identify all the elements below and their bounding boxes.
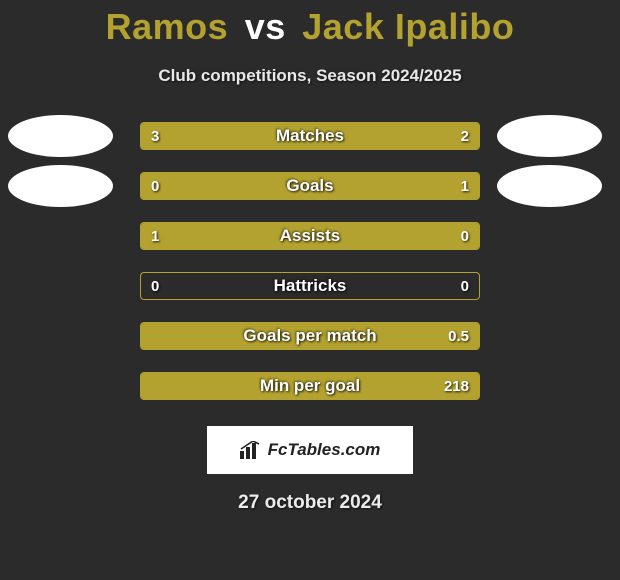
stat-bar-track: Assists10 (140, 222, 480, 250)
stat-bar-track: Goals per match0.5 (140, 322, 480, 350)
stat-bar-track: Min per goal218 (140, 372, 480, 400)
date-label: 27 october 2024 (0, 492, 620, 514)
stat-bar-left-fill (141, 123, 344, 149)
stat-row: Min per goal218 (0, 372, 620, 400)
stat-right-value: 0 (461, 273, 469, 299)
stat-label: Hattricks (141, 273, 479, 299)
stat-row: Hattricks0 0 (0, 272, 620, 300)
stat-bar-right-fill (401, 223, 479, 249)
player2-name: Jack Ipalibo (302, 6, 514, 47)
stat-left-value: 0 (151, 273, 159, 299)
stat-bar-track: Goals01 (140, 172, 480, 200)
title-vs: vs (245, 6, 286, 47)
comparison-chart: Matches32 Goals01 Assists10 Hattricks0 0 Goal… (0, 122, 620, 400)
subtitle: Club competitions, Season 2024/2025 (0, 66, 620, 86)
player1-avatar (8, 165, 113, 207)
player2-avatar (497, 165, 602, 207)
stat-bar-left-fill (141, 223, 401, 249)
player1-avatar (8, 115, 113, 157)
stat-bar-right-fill (202, 173, 479, 199)
stat-row: Assists10 (0, 222, 620, 250)
page-title: Ramos vs Jack Ipalibo (0, 0, 620, 48)
stat-bar-track: Matches32 (140, 122, 480, 150)
stat-bar-right-fill (344, 123, 479, 149)
stat-bar-left-fill (141, 173, 202, 199)
brand-text: FcTables.com (268, 440, 381, 460)
stat-row: Goals01 (0, 172, 620, 200)
brand-chart-icon (240, 441, 262, 459)
stat-bar-right-fill (141, 373, 479, 399)
brand-badge: FcTables.com (207, 426, 413, 474)
player1-name: Ramos (106, 6, 229, 47)
stat-row: Goals per match0.5 (0, 322, 620, 350)
stat-bar-right-fill (141, 323, 479, 349)
stat-row: Matches32 (0, 122, 620, 150)
stat-bar-track: Hattricks0 0 (140, 272, 480, 300)
player2-avatar (497, 115, 602, 157)
